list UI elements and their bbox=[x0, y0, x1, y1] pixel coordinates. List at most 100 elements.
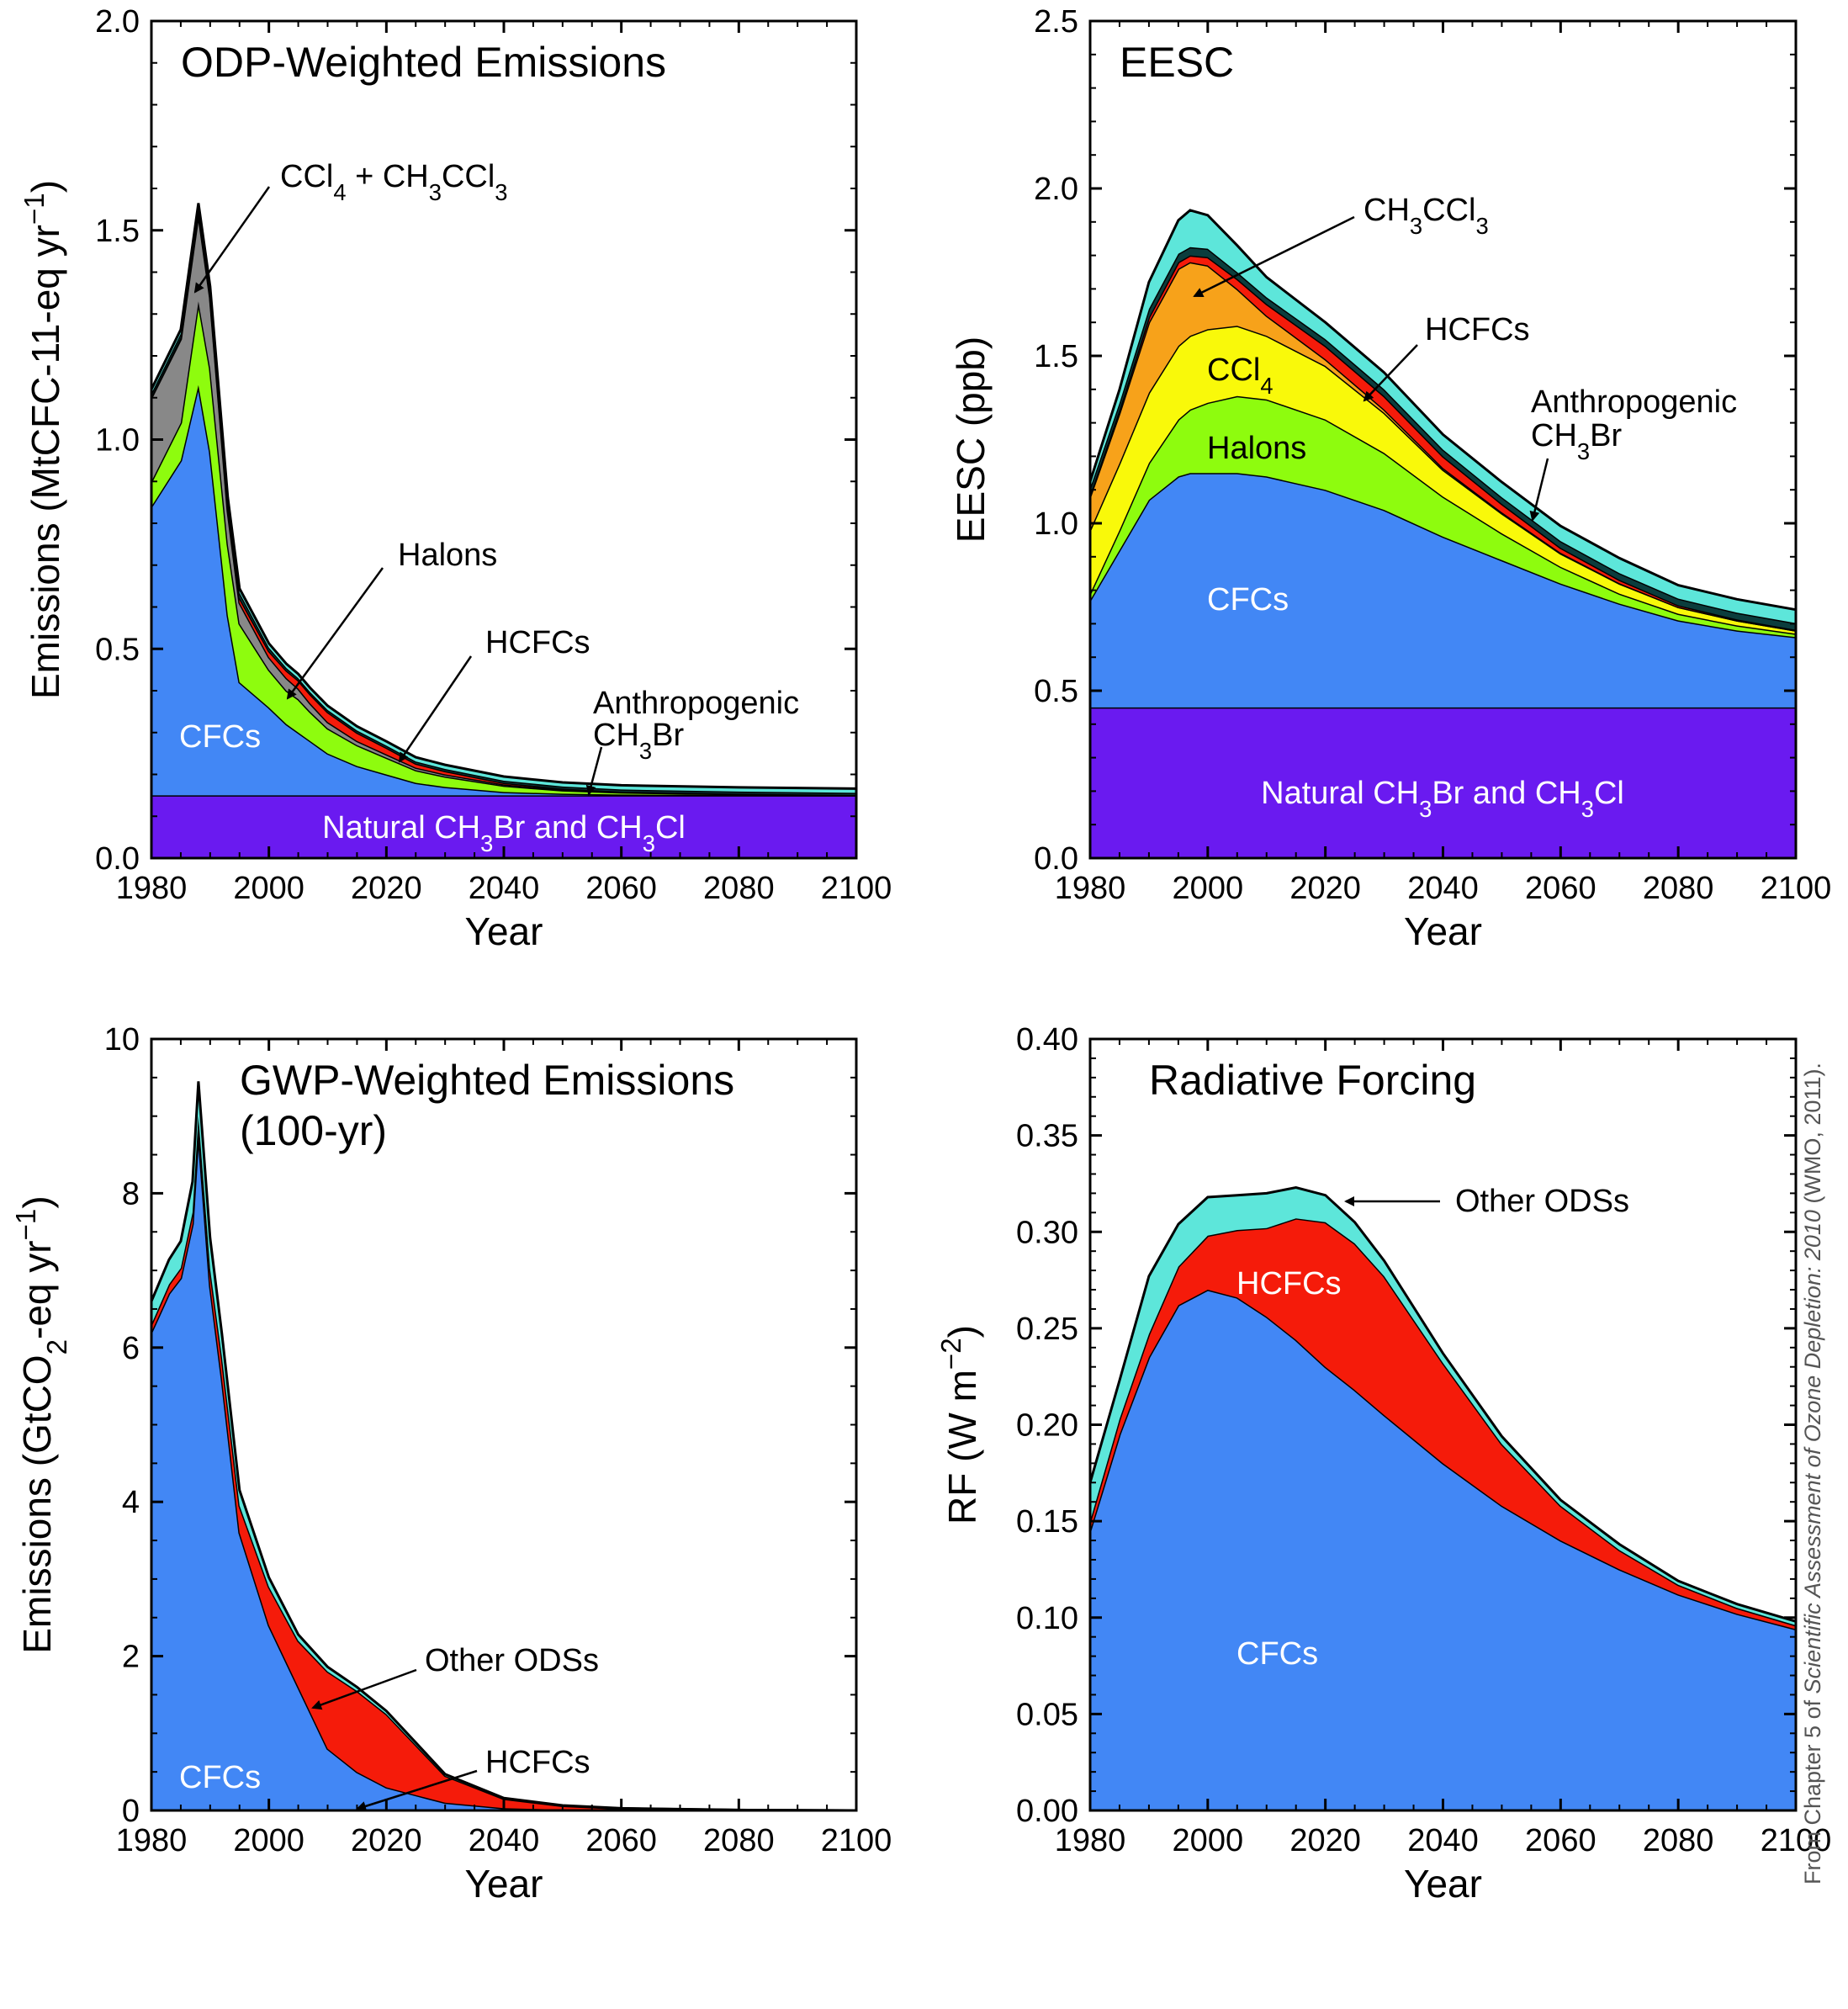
chart-title: EESC bbox=[1120, 39, 1234, 86]
series-cfcs bbox=[1090, 1290, 1796, 1810]
x-tick-label: 2020 bbox=[1289, 1823, 1361, 1858]
y-tick-label: 0.0 bbox=[1034, 841, 1078, 877]
x-tick-label: 2080 bbox=[1643, 1823, 1714, 1858]
annotation-hcfcs: HCFCs bbox=[1425, 312, 1530, 347]
annotation-inner-natural: Natural CH3Br and CH3Cl bbox=[1261, 776, 1624, 822]
series-hcfcs bbox=[1090, 1218, 1796, 1630]
x-tick-label: 2080 bbox=[703, 1823, 775, 1858]
y-axis-label: RF (W m−2) bbox=[936, 1325, 985, 1524]
chart-subtitle: (100-yr) bbox=[240, 1107, 387, 1154]
y-tick-label: 0.05 bbox=[1016, 1697, 1078, 1732]
x-tick-label: 2040 bbox=[1407, 1823, 1479, 1858]
y-tick-label: 0.0 bbox=[95, 841, 140, 877]
credit-prefix: From Chapter 5 of bbox=[1800, 1694, 1825, 1884]
series-cfcs bbox=[151, 384, 856, 796]
panel-gwp-weighted-emissions: 1980 2000 2020 2040 2060 2080 2100 0 2 4 6 8 10 Year E… bbox=[11, 1022, 892, 1906]
x-tick-label: 2080 bbox=[703, 871, 775, 906]
y-tick-label: 1.0 bbox=[1034, 506, 1078, 542]
annotation-arrow bbox=[356, 1769, 478, 1811]
annotation-halons: Halons bbox=[398, 538, 497, 573]
x-tick-label: 2040 bbox=[1407, 871, 1479, 906]
annotation-arrow bbox=[286, 567, 384, 700]
annotation-other-odss: Other ODSs bbox=[1455, 1184, 1629, 1219]
y-tick-label: 1.5 bbox=[1034, 339, 1078, 374]
panel-radiative-forcing: 1980 2000 2020 2040 2060 2080 2100 0.00 0.05 0.10… bbox=[936, 1022, 1832, 1906]
annotation-arrow bbox=[398, 655, 473, 763]
series-cfcs bbox=[151, 1132, 856, 1810]
x-tick-label: 1980 bbox=[1055, 871, 1126, 906]
y-tick-label: 0.00 bbox=[1016, 1794, 1078, 1829]
annotation-hcfcs: HCFCs bbox=[485, 625, 590, 660]
x-axis-label: Year bbox=[465, 909, 543, 953]
x-tick-label: 1980 bbox=[116, 1823, 188, 1858]
x-axis-label: Year bbox=[1404, 909, 1482, 953]
x-tick-label: 2000 bbox=[233, 1823, 304, 1858]
x-tick-label: 2020 bbox=[351, 871, 422, 906]
y-axis-label: Emissions (GtCO2-eq yr−1) bbox=[11, 1195, 73, 1653]
y-tick-label: 4 bbox=[122, 1485, 140, 1520]
y-tick-label: 6 bbox=[122, 1331, 140, 1366]
y-tick-label: 0.5 bbox=[1034, 674, 1078, 709]
y-tick-label: 0.40 bbox=[1016, 1022, 1078, 1058]
annotation-inner-cfcs: CFCs bbox=[1207, 582, 1289, 618]
y-tick-label: 0.5 bbox=[95, 632, 140, 667]
x-tick-label: 2040 bbox=[469, 1823, 540, 1858]
y-tick-label: 0.25 bbox=[1016, 1312, 1078, 1347]
x-axis-label: Year bbox=[1404, 1862, 1482, 1906]
y-tick-label: 1.0 bbox=[95, 423, 140, 459]
x-axis-label: Year bbox=[465, 1862, 543, 1906]
x-tick-label: 2000 bbox=[1173, 1823, 1244, 1858]
annotation-arrow bbox=[1363, 344, 1418, 402]
annotation-arrow bbox=[1193, 215, 1355, 298]
x-tick-label: 2020 bbox=[351, 1823, 422, 1858]
x-tick-label: 2060 bbox=[585, 1823, 657, 1858]
chart-title: Radiative Forcing bbox=[1149, 1057, 1476, 1104]
x-tick-label: 2060 bbox=[1525, 1823, 1596, 1858]
y-tick-label: 0.15 bbox=[1016, 1504, 1078, 1540]
annotation-ccl4-ch3ccl3: CCl4 + CH3CCl3 bbox=[280, 159, 508, 205]
x-tick-label: 2040 bbox=[469, 871, 540, 906]
y-tick-label: 2.0 bbox=[1034, 172, 1078, 207]
annotation-other-odss: Other ODSs bbox=[425, 1643, 599, 1678]
y-tick-label: 0 bbox=[122, 1794, 140, 1829]
x-tick-label: 1980 bbox=[1055, 1823, 1126, 1858]
series-boundary-other-odss bbox=[1088, 209, 1797, 612]
x-tick-label: 2100 bbox=[821, 871, 892, 906]
annotation-inner-hcfcs: HCFCs bbox=[1236, 1266, 1342, 1301]
y-tick-label: 0.35 bbox=[1016, 1119, 1078, 1154]
panel-eesc: 1980 2000 2020 2040 2060 2080 2100 0.0 0.5 1.0 1.5… bbox=[949, 4, 1831, 953]
annotation-inner-cfcs: CFCs bbox=[179, 719, 261, 755]
chart-title: GWP-Weighted Emissions bbox=[240, 1057, 734, 1104]
annotation-anthro-1: Anthropogenic bbox=[1531, 384, 1737, 420]
y-tick-label: 2 bbox=[122, 1640, 140, 1675]
y-axis-label: Emissions (MtCFC-11-eq yr−1) bbox=[19, 180, 68, 699]
y-tick-label: 10 bbox=[104, 1022, 140, 1058]
series-boundary-other-odss bbox=[150, 1081, 857, 1812]
chart-title: ODP-Weighted Emissions bbox=[181, 39, 666, 86]
annotation-arrow bbox=[311, 1668, 417, 1710]
annotation-ch3ccl3: CH3CCl3 bbox=[1363, 193, 1489, 239]
annotation-anthro-1: Anthropogenic bbox=[593, 686, 799, 721]
annotation-inner-natural: Natural CH3Br and CH3Cl bbox=[322, 810, 686, 856]
series-boundary-other-odss bbox=[150, 203, 857, 790]
credit-title: Scientific Assessment of Ozone Depletion… bbox=[1800, 1210, 1825, 1694]
y-tick-label: 0.20 bbox=[1016, 1408, 1078, 1444]
annotation-anthro-2: CH3Br bbox=[1531, 418, 1622, 464]
annotation-anthro-2: CH3Br bbox=[593, 718, 684, 764]
y-tick-label: 2.5 bbox=[1034, 4, 1078, 40]
y-axis-label: EESC (ppb) bbox=[949, 337, 993, 543]
series-natural-ch3br-and-ch3cl bbox=[1090, 707, 1796, 858]
annotation-hcfcs: HCFCs bbox=[485, 1745, 590, 1780]
y-tick-label: 1.5 bbox=[95, 214, 140, 249]
x-tick-label: 2080 bbox=[1643, 871, 1714, 906]
annotation-inner-cfcs: CFCs bbox=[1236, 1636, 1318, 1672]
series-natural-ch3br-and-ch3cl bbox=[151, 795, 856, 858]
y-tick-label: 0.30 bbox=[1016, 1215, 1078, 1250]
x-tick-label: 2100 bbox=[1761, 1823, 1832, 1858]
x-tick-label: 2100 bbox=[821, 1823, 892, 1858]
panel-odp-weighted-emissions: 1980 2000 2020 2040 2060 2080 2100 0.0 0.5 1.0 1.5… bbox=[19, 4, 892, 953]
annotation-arrow bbox=[193, 186, 271, 294]
annotation-inner-ccl4: CCl4 bbox=[1207, 353, 1273, 399]
series-ccl4 bbox=[1090, 326, 1796, 634]
